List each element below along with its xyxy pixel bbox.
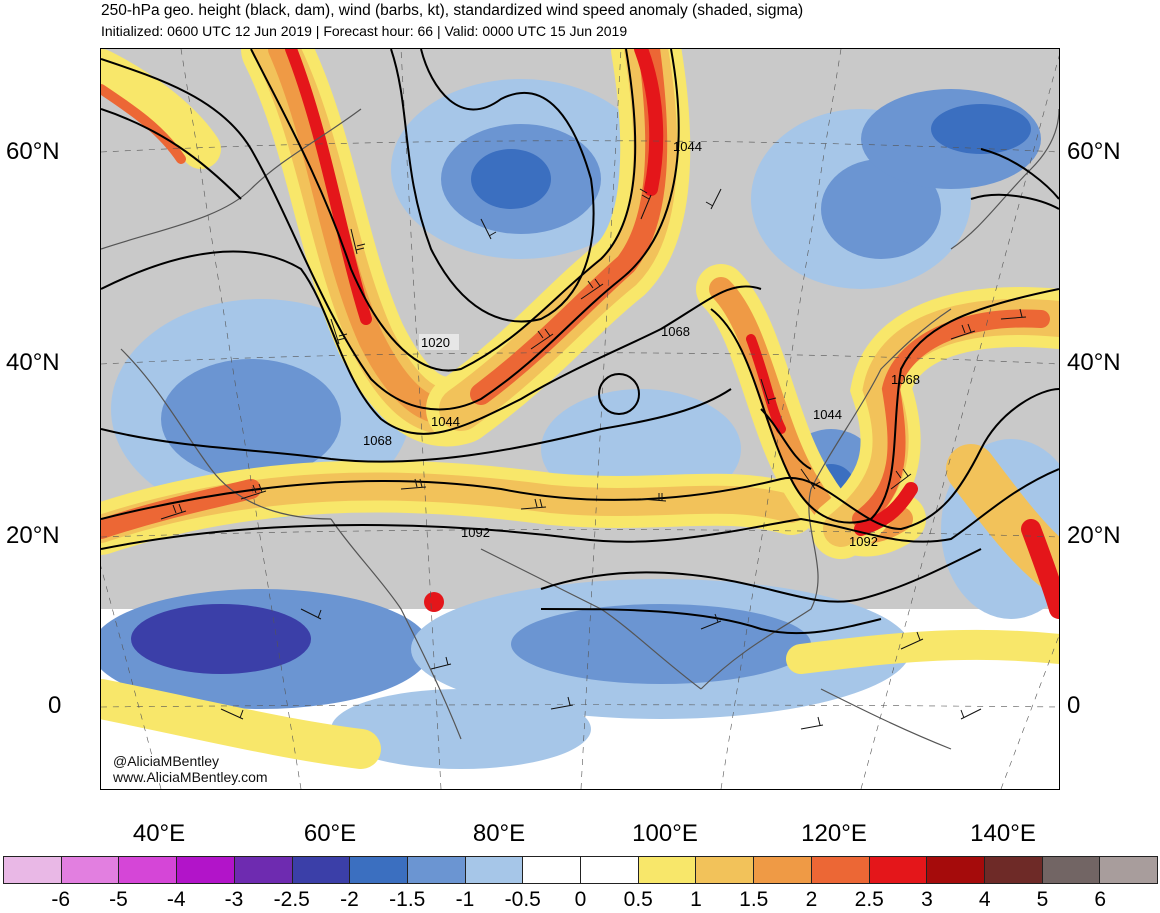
lat-label-right: 20°N — [1067, 522, 1121, 549]
colorbar-swatch — [119, 857, 178, 883]
lat-label-left: 0 — [48, 692, 62, 719]
colorbar-swatch — [1042, 857, 1101, 883]
colorbar-swatch — [696, 857, 755, 883]
contour-label-group: 1020 1044 1068 1092 1044 1068 1044 1068 … — [363, 139, 920, 549]
colorbar-swatch — [869, 857, 928, 883]
contour-label: 1044 — [813, 407, 842, 422]
weather-map: 1020 1044 1068 1092 1044 1068 1044 1068 … — [100, 48, 1060, 790]
contour-label: 1020 — [421, 335, 450, 350]
height-contours — [101, 49, 1059, 635]
colorbar-label: 0.5 — [623, 888, 653, 911]
colorbar-label: -1 — [455, 888, 475, 911]
credit-handle: @AliciaMBentley — [113, 753, 220, 769]
colorbar-swatch — [292, 857, 351, 883]
colorbar-label: -5 — [109, 888, 128, 911]
colorbar-swatch — [811, 857, 870, 883]
colorbar-swatch — [234, 857, 293, 883]
lon-label: 60°E — [303, 820, 357, 847]
colorbar-swatch — [61, 857, 120, 883]
lat-label-left: 40°N — [6, 349, 60, 376]
contour-label: 1068 — [661, 324, 690, 339]
lat-label-right: 0 — [1067, 692, 1081, 719]
contour-label: 1068 — [891, 372, 920, 387]
contour-label: 1068 — [363, 433, 392, 448]
lon-label: 100°E — [632, 820, 698, 847]
colorbar-label: 1 — [690, 888, 702, 911]
colorbar-label: -4 — [166, 888, 186, 911]
colorbar-label: 2.5 — [854, 888, 884, 911]
colorbar-swatch — [523, 857, 582, 883]
contour-label: 1092 — [849, 534, 878, 549]
colorbar-swatch — [581, 857, 639, 883]
colorbar-label: 1.5 — [739, 888, 769, 911]
colorbar-label: -0.5 — [504, 888, 541, 911]
lat-label-right: 60°N — [1067, 138, 1121, 165]
lat-label-right: 40°N — [1067, 349, 1121, 376]
colorbar-swatch — [927, 857, 985, 883]
colorbar-label: -3 — [224, 888, 244, 911]
lon-label: 80°E — [472, 820, 526, 847]
colorbar-label: 2 — [805, 888, 818, 911]
colorbar-swatch — [754, 857, 812, 883]
lon-label: 120°E — [801, 820, 867, 847]
colorbar-swatch — [1100, 857, 1158, 883]
wind-barbs — [160, 188, 1027, 730]
lon-label: 140°E — [970, 820, 1036, 847]
colorbar-swatch — [407, 857, 466, 883]
contour-label: 1092 — [461, 525, 490, 540]
colorbar-swatch — [984, 857, 1043, 883]
colorbar-swatch — [350, 857, 408, 883]
lat-label-left: 20°N — [6, 522, 60, 549]
anomaly-colorbar — [3, 856, 1158, 884]
lat-label-left: 60°N — [6, 138, 60, 165]
colorbar-label: 3 — [921, 888, 933, 911]
colorbar-label: 4 — [978, 888, 991, 911]
colorbar-label: -2 — [340, 888, 359, 911]
map-subtitle: Initialized: 0600 UTC 12 Jun 2019 | Fore… — [101, 23, 628, 39]
colorbar-label: -2.5 — [273, 888, 310, 911]
colorbar-swatch — [177, 857, 235, 883]
colorbar-label: 0 — [574, 888, 587, 911]
credit-website: www.AliciaMBentley.com — [113, 769, 268, 785]
colorbar-label: -1.5 — [389, 888, 426, 911]
lon-label: 40°E — [132, 820, 186, 847]
colorbar-label: 6 — [1094, 888, 1107, 911]
contour-label: 1044 — [431, 414, 460, 429]
colorbar-swatch — [638, 857, 697, 883]
colorbar-swatch — [465, 857, 524, 883]
colorbar-label: 5 — [1036, 888, 1049, 911]
map-title: 250-hPa geo. height (black, dam), wind (… — [101, 2, 804, 19]
contour-label: 1044 — [673, 139, 702, 154]
colorbar-swatch — [4, 857, 62, 883]
colorbar-label: -6 — [51, 888, 71, 911]
map-canvas: 1020 1044 1068 1092 1044 1068 1044 1068 … — [101, 49, 1059, 789]
